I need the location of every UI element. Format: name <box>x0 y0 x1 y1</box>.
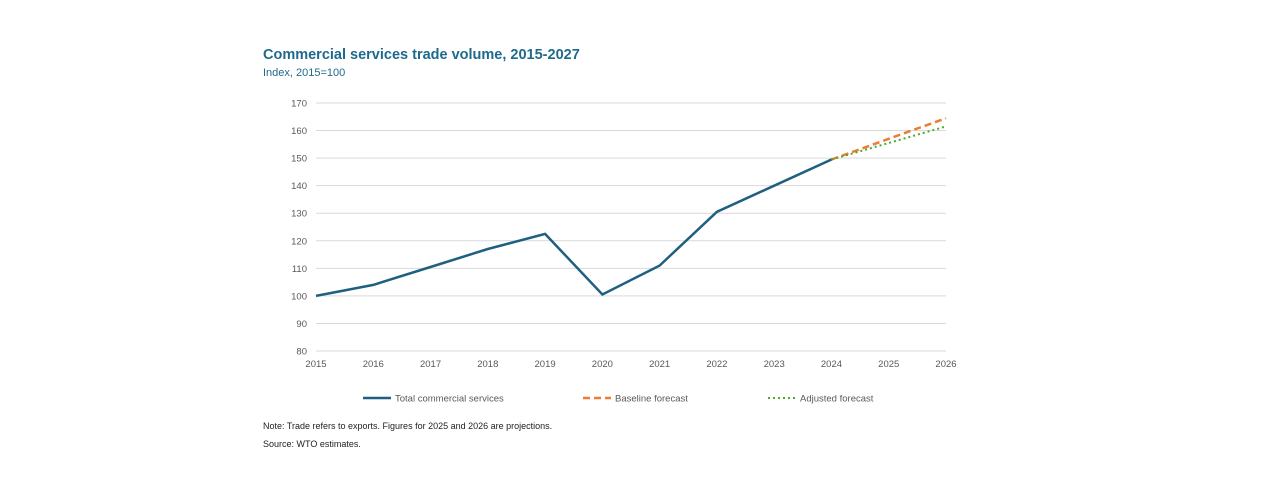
x-tick-label: 2021 <box>649 359 670 370</box>
legend-label: Total commercial services <box>395 394 504 405</box>
gridlines <box>316 102 946 352</box>
legend-label: Baseline forecast <box>615 394 688 405</box>
x-tick-label: 2024 <box>821 359 842 370</box>
chart-title: Commercial services trade volume, 2015-2… <box>263 47 580 63</box>
x-tick-label: 2019 <box>535 359 556 370</box>
x-tick-label: 2017 <box>420 359 441 370</box>
y-tick-label: 80 <box>296 347 307 358</box>
y-axis-ticks: 80 90 100 110 120 130 140 150 160 170 <box>291 99 307 358</box>
x-tick-label: 2022 <box>706 359 727 370</box>
x-axis-ticks: 2015 2016 2017 2018 2019 2020 2021 2022 2023 2024… <box>305 359 956 370</box>
y-tick-label: 170 <box>291 99 307 110</box>
series-line-dashed <box>831 117 947 161</box>
x-tick-label: 2025 <box>878 359 899 370</box>
x-tick-label: 2016 <box>363 359 384 370</box>
legend-label: Adjusted forecast <box>800 394 874 405</box>
y-tick-label: 110 <box>292 264 307 275</box>
legend: Total commercial services Baseline foreca… <box>363 394 874 405</box>
y-tick-label: 140 <box>291 181 307 192</box>
x-tick-label: 2020 <box>592 359 613 370</box>
y-tick-label: 130 <box>291 209 307 220</box>
y-tick-label: 120 <box>291 236 307 247</box>
y-tick-label: 100 <box>291 291 307 302</box>
chart-subtitle: Index, 2015=100 <box>263 67 346 79</box>
chart-source: Source: WTO estimates. <box>263 439 361 449</box>
x-tick-label: 2015 <box>305 359 326 370</box>
chart-note: Note: Trade refers to exports. Figures f… <box>263 421 553 431</box>
x-tick-label: 2018 <box>477 359 498 370</box>
x-tick-label: 2023 <box>764 359 785 370</box>
series-lines <box>315 117 947 298</box>
series-line-solid <box>315 158 833 298</box>
x-tick-label: 2026 <box>935 359 956 370</box>
y-tick-label: 90 <box>296 319 307 330</box>
y-tick-label: 150 <box>291 154 307 165</box>
y-tick-label: 160 <box>291 126 307 137</box>
